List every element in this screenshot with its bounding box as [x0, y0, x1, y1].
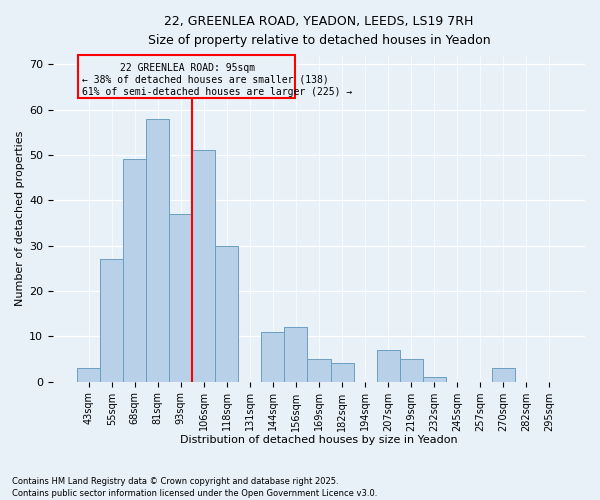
Bar	[492, 368, 515, 382]
Bar	[307, 359, 331, 382]
Text: 22 GREENLEA ROAD: 95sqm: 22 GREENLEA ROAD: 95sqm	[120, 64, 256, 74]
Text: ← 38% of detached houses are smaller (138): ← 38% of detached houses are smaller (13…	[82, 74, 329, 85]
Bar	[193, 150, 215, 382]
Bar	[100, 259, 123, 382]
Title: 22, GREENLEA ROAD, YEADON, LEEDS, LS19 7RH
Size of property relative to detached: 22, GREENLEA ROAD, YEADON, LEEDS, LS19 7…	[148, 15, 490, 47]
Bar	[284, 327, 307, 382]
Bar	[79, 55, 295, 98]
Bar	[400, 359, 422, 382]
Bar	[77, 368, 100, 382]
X-axis label: Distribution of detached houses by size in Yeadon: Distribution of detached houses by size …	[180, 435, 458, 445]
Bar	[331, 364, 353, 382]
Bar	[262, 332, 284, 382]
Bar	[123, 160, 146, 382]
Bar	[422, 377, 446, 382]
Text: Contains HM Land Registry data © Crown copyright and database right 2025.
Contai: Contains HM Land Registry data © Crown c…	[12, 476, 377, 498]
Bar	[169, 214, 193, 382]
Bar	[146, 118, 169, 382]
Y-axis label: Number of detached properties: Number of detached properties	[15, 130, 25, 306]
Bar	[215, 246, 238, 382]
Text: 61% of semi-detached houses are larger (225) →: 61% of semi-detached houses are larger (…	[82, 88, 352, 98]
Bar	[377, 350, 400, 382]
